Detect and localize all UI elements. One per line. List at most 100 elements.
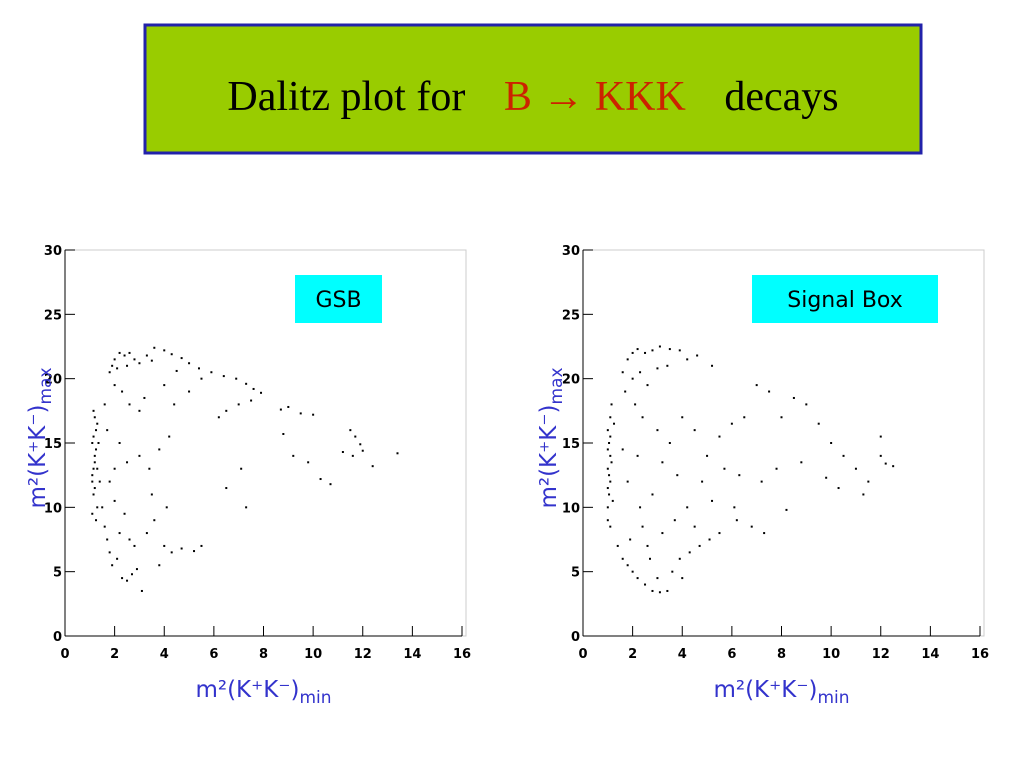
data-point [830, 442, 833, 444]
data-point [624, 390, 627, 393]
y-tick-label: 0 [53, 630, 62, 645]
data-point [606, 519, 609, 522]
data-point [101, 506, 104, 509]
data-point [825, 476, 828, 479]
data-point [711, 364, 714, 367]
data-point [661, 532, 664, 535]
data-point [95, 429, 98, 432]
data-point [626, 480, 629, 483]
data-point [616, 544, 619, 547]
data-point [252, 387, 255, 390]
data-point [138, 362, 141, 365]
data-point [631, 351, 634, 354]
title-prefix: Dalitz plot for [227, 74, 465, 120]
data-point [312, 413, 315, 416]
data-point [666, 589, 669, 592]
x-axis-title-main: m²(K⁺K⁻) [195, 677, 299, 703]
data-point [609, 480, 612, 483]
data-point [103, 525, 106, 528]
data-point [785, 508, 788, 511]
data-point [656, 577, 659, 580]
data-point [108, 371, 111, 374]
data-point [96, 467, 99, 470]
data-point [173, 403, 176, 406]
x-axis-title-sub: min [299, 688, 331, 708]
data-point [163, 384, 166, 387]
data-point [319, 478, 322, 481]
data-point [133, 544, 136, 547]
data-point [307, 461, 310, 464]
data-point [371, 465, 374, 468]
data-point [188, 362, 191, 365]
data-point [237, 403, 240, 406]
data-point [299, 412, 302, 415]
y-tick-label: 5 [571, 566, 580, 581]
data-point [629, 538, 632, 541]
data-point [106, 429, 109, 432]
data-point [91, 512, 94, 515]
data-point [126, 461, 129, 464]
data-point [240, 467, 243, 470]
data-point [116, 557, 119, 560]
data-point [631, 377, 634, 380]
data-point [651, 349, 654, 352]
data-point [111, 364, 114, 367]
data-point [608, 493, 611, 496]
data-point [210, 371, 213, 374]
data-point [626, 564, 629, 567]
data-point [193, 550, 196, 553]
data-point [673, 519, 676, 522]
data-point [197, 367, 200, 370]
data-point [686, 358, 689, 361]
data-point [879, 454, 882, 457]
data-point [354, 435, 357, 438]
y-tick-label: 10 [44, 501, 62, 516]
data-point [250, 399, 253, 402]
data-point [621, 557, 624, 560]
data-point [708, 538, 711, 541]
data-point [879, 435, 882, 438]
data-point [706, 454, 709, 457]
data-point [225, 409, 228, 412]
x-tick-label: 0 [578, 647, 587, 662]
legend-box [752, 275, 938, 323]
x-tick-label: 6 [209, 647, 218, 662]
data-point [200, 544, 203, 547]
data-point [671, 570, 674, 573]
data-point [163, 349, 166, 352]
data-point [106, 538, 109, 541]
data-point [867, 480, 870, 483]
data-point [279, 408, 282, 411]
data-point [150, 493, 153, 496]
data-point [651, 493, 654, 496]
data-point [225, 487, 228, 490]
data-point [668, 442, 671, 444]
data-point [200, 377, 203, 380]
data-point [133, 358, 136, 361]
data-point [609, 525, 612, 528]
data-point [862, 493, 865, 496]
data-point [646, 544, 649, 547]
data-point [113, 499, 116, 502]
data-point [681, 577, 684, 580]
x-tick-label: 14 [921, 647, 939, 662]
title-formula: B → KKK [504, 74, 686, 120]
data-point [92, 493, 95, 496]
data-point [260, 391, 263, 394]
data-point [118, 442, 121, 444]
data-point [800, 461, 803, 464]
data-point [92, 435, 95, 438]
data-point [792, 396, 795, 399]
data-point [143, 396, 146, 399]
data-point [126, 579, 129, 582]
y-axis-title: m²(K⁺K⁻)max [536, 367, 567, 508]
data-point [361, 449, 364, 452]
title-box [143, 23, 923, 155]
data-point [396, 452, 399, 455]
data-point [128, 403, 131, 406]
data-point [235, 377, 238, 380]
data-point [93, 416, 96, 419]
data-point [606, 448, 609, 451]
data-point [92, 409, 95, 412]
